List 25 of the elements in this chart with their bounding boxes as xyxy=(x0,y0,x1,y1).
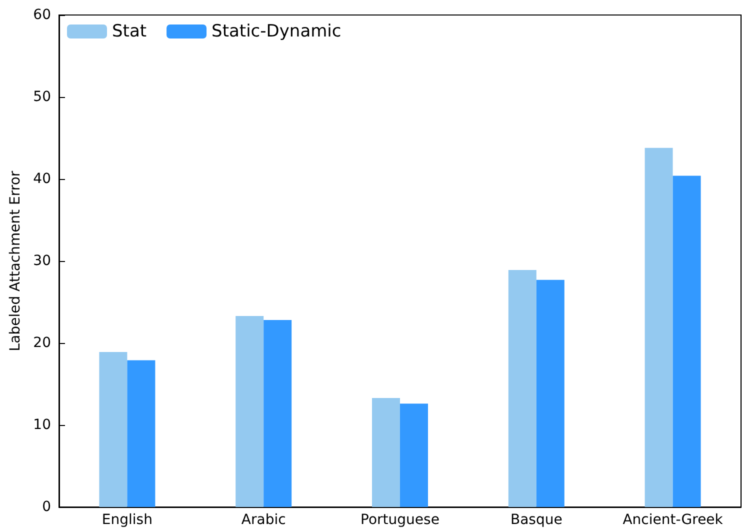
bar xyxy=(644,148,673,507)
y-tick-label: 50 xyxy=(33,89,51,105)
legend-label: Stat xyxy=(112,22,147,42)
y-tick-label: 40 xyxy=(33,171,51,187)
bar xyxy=(672,176,701,507)
bar xyxy=(372,398,400,507)
x-tick-label: English xyxy=(102,512,152,528)
y-tick-label: 30 xyxy=(33,253,51,269)
x-tick-label: Portuguese xyxy=(360,512,440,528)
y-axis-title: Labeled Attachment Error xyxy=(7,170,24,352)
x-tick-label: Basque xyxy=(510,512,562,528)
y-tick-label: 10 xyxy=(33,417,51,433)
y-tick-label: 0 xyxy=(42,499,51,515)
bar xyxy=(127,360,156,507)
y-tick-label: 60 xyxy=(33,7,51,23)
bar xyxy=(99,352,128,507)
bar xyxy=(508,270,536,507)
bar xyxy=(264,320,292,507)
x-tick-label: Arabic xyxy=(241,512,286,528)
legend-label: Static-Dynamic xyxy=(212,22,342,42)
y-tick-label: 20 xyxy=(33,335,51,351)
bar xyxy=(536,280,564,507)
bar xyxy=(400,404,428,507)
x-tick-label: Ancient-Greek xyxy=(622,512,724,528)
bar xyxy=(236,316,264,507)
